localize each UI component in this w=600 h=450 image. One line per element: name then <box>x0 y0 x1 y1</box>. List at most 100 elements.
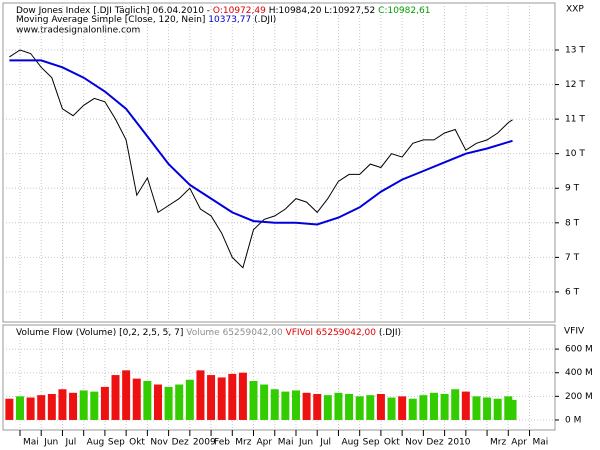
volume-bar <box>217 377 226 420</box>
header-part: H:10984,20 L:10927,52 <box>266 6 378 16</box>
panel-header: Volume Flow (Volume) [0,2, 2,5, 5, 7] Vo… <box>16 328 401 338</box>
volume-bar <box>175 384 184 420</box>
x-tick-label: Aug <box>341 438 359 448</box>
volume-bar <box>153 384 162 420</box>
x-tick-label: Aug <box>87 438 105 448</box>
header-part: (.DJI) <box>376 328 401 338</box>
volume-bar <box>164 386 173 420</box>
volume-bar <box>451 389 460 420</box>
volume-bar <box>508 399 517 420</box>
y-tick-label: 8 T <box>565 218 580 228</box>
volume-bar <box>461 391 470 420</box>
y-tick-label: 11 T <box>565 115 585 125</box>
series-line <box>9 59 513 226</box>
volume-bar <box>143 380 152 420</box>
header-part: O:10972,49 <box>213 6 266 16</box>
volume-bar <box>504 396 513 420</box>
y-tick-label: 600 M <box>565 345 593 355</box>
source: www.tradesignalonline.com <box>16 26 140 36</box>
volume-bar <box>26 397 35 420</box>
x-tick-label: Sep <box>108 438 125 448</box>
volume-bar <box>302 392 311 420</box>
volume-bar <box>185 379 194 420</box>
volume-bar <box>472 396 481 420</box>
x-tick-label: Mai <box>278 438 294 448</box>
volume-bar <box>37 395 46 420</box>
volume-bar <box>90 391 99 420</box>
y-tick-label: 0 M <box>565 415 581 425</box>
x-tick-label: Sep <box>363 438 380 448</box>
volume-bar <box>313 393 322 420</box>
volume-bar <box>260 384 269 420</box>
x-tick-label: Mai <box>533 438 549 448</box>
x-tick-label: Mai <box>23 438 39 448</box>
x-tick-label: 2009 <box>193 438 216 448</box>
header-part: Moving Average Simple [Close, 120, Nein] <box>16 15 208 25</box>
axis-label: XXP <box>566 5 584 15</box>
series-line <box>9 49 513 269</box>
volume-bar <box>238 372 247 420</box>
ma-header: Moving Average Simple [Close, 120, Nein]… <box>16 15 276 25</box>
volume-bar <box>493 398 502 420</box>
x-tick-label: Jun <box>43 438 58 448</box>
y-tick-label: 9 T <box>565 184 580 194</box>
x-tick-label: Mrz <box>235 438 251 448</box>
volume-bar <box>398 396 407 420</box>
volume-bar <box>132 378 141 420</box>
header-part: Volume 65259042,00 <box>186 328 285 338</box>
volume-bar <box>5 398 14 420</box>
volume-bar <box>408 398 417 420</box>
volume-bar <box>207 375 216 420</box>
volume-bar <box>249 380 258 420</box>
x-tick-label: Nov <box>405 438 423 448</box>
price-panel <box>2 2 556 323</box>
x-tick-label: Apr <box>257 438 273 448</box>
x-tick-label: Nov <box>150 438 168 448</box>
y-tick-label: 7 T <box>565 253 580 263</box>
x-tick-label: Jul <box>64 438 76 448</box>
volume-bar <box>122 370 131 420</box>
y-tick-label: 200 M <box>565 392 593 402</box>
header-part: Volume Flow (Volume) [0,2, 2,5, 5, 7] <box>16 328 186 338</box>
volume-bar <box>345 393 354 420</box>
volume-bar <box>440 393 449 420</box>
x-tick-label: Okt <box>384 438 400 448</box>
volume-bar <box>58 389 67 420</box>
volume-bar <box>387 397 396 420</box>
volume-bar <box>334 392 343 420</box>
header-part: Dow Jones Index [.DJI Täglich] 06.04.201… <box>16 6 213 16</box>
panel-header: Dow Jones Index [.DJI Täglich] 06.04.201… <box>16 6 430 16</box>
volume-bar <box>429 392 438 420</box>
y-tick-label: 400 M <box>565 368 593 378</box>
volume-bar <box>419 395 428 420</box>
x-tick-label: Feb <box>214 438 230 448</box>
volume-bar <box>291 390 300 420</box>
volume-bar <box>323 395 332 420</box>
y-tick-label: 6 T <box>565 287 580 297</box>
volume-bar <box>196 370 205 420</box>
x-tick-label: Jun <box>298 438 313 448</box>
volume-bar <box>15 396 24 420</box>
x-tick-label: 2010 <box>448 438 471 448</box>
volume-bar <box>281 391 290 420</box>
y-tick-label: 10 T <box>565 149 585 159</box>
x-tick-label: Jul <box>319 438 331 448</box>
volume-bar <box>100 386 109 420</box>
x-tick-label: Dez <box>426 438 443 448</box>
volume-bar <box>483 397 492 420</box>
header-part: 10373,77 <box>208 15 251 25</box>
y-tick-label: 12 T <box>565 80 585 90</box>
volume-bar <box>376 393 385 420</box>
volume-bar <box>366 395 375 420</box>
axis-label: VFIV <box>564 327 585 337</box>
y-tick-label: 13 T <box>565 46 585 56</box>
x-tick-label: Apr <box>511 438 527 448</box>
header-part: VFIVol 65259042,00 <box>286 328 377 338</box>
volume-bar <box>111 375 120 420</box>
volume-bar <box>355 396 364 420</box>
x-tick-label: Mrz <box>490 438 506 448</box>
header-part: (.DJI) <box>251 15 276 25</box>
volume-bar <box>270 389 279 420</box>
volume-bar <box>79 390 88 420</box>
